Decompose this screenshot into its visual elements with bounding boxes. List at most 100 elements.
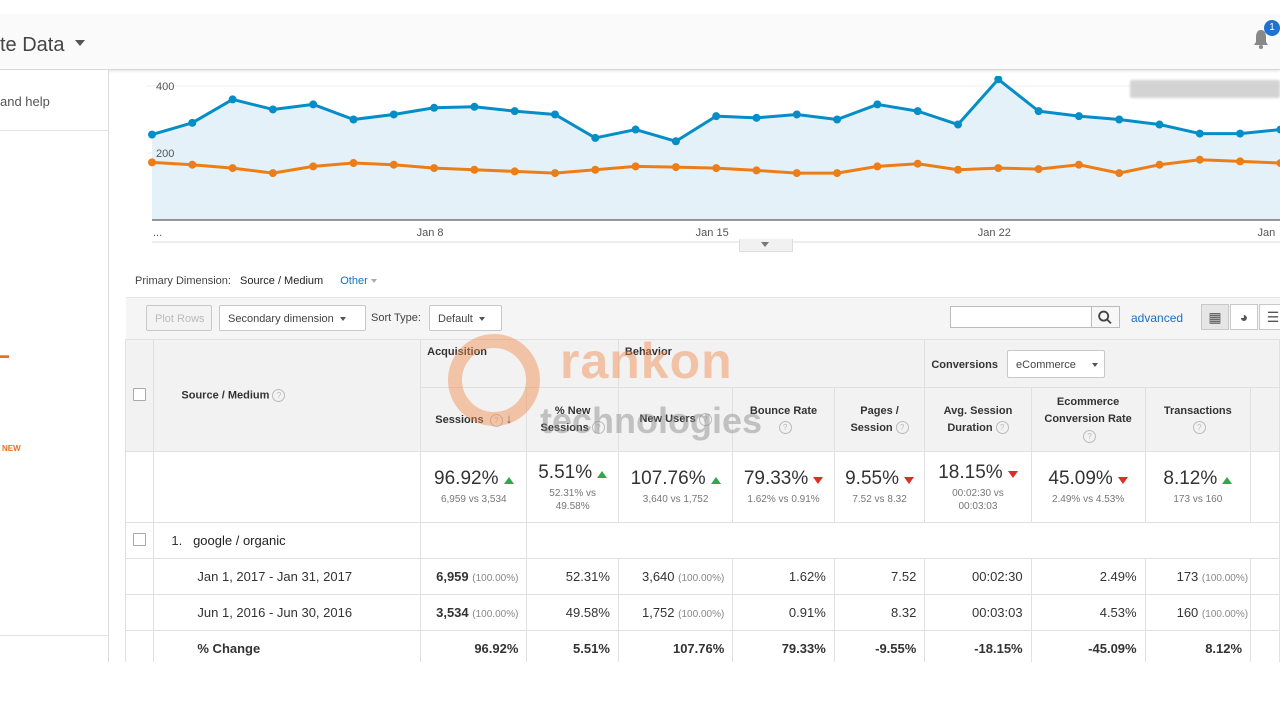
data-point <box>913 159 922 168</box>
period-pages-per-session: 8.32 <box>833 594 926 631</box>
data-point <box>1115 169 1124 178</box>
source-medium-link[interactable]: google / organic <box>193 533 286 548</box>
new-badge: NEW <box>2 444 21 453</box>
help-icon[interactable]: ? <box>591 421 605 435</box>
advanced-filter-link[interactable]: advanced <box>1131 311 1184 325</box>
search-icon[interactable] <box>1092 306 1120 328</box>
chart-tooltip <box>1130 80 1280 98</box>
bounce-rate-header[interactable]: Bounce Rate? <box>732 387 835 452</box>
conversions-type-dropdown[interactable]: eCommerce <box>1007 349 1106 378</box>
caret-down-icon[interactable] <box>75 40 85 46</box>
pie-view-icon[interactable]: ◕ <box>1230 304 1258 330</box>
cell-value: 173 <box>1176 569 1199 584</box>
table-view-icon[interactable]: ▦ <box>1201 304 1229 330</box>
secondary-dimension-label: Secondary dimension <box>228 313 334 325</box>
ecommerce-conversion-rate-header[interactable]: Ecommerce Conversion Rate? <box>1030 387 1146 452</box>
table-row[interactable]: 1. google / organic <box>124 522 1280 559</box>
other-dimension-link[interactable]: Other <box>340 275 368 287</box>
primary-dimension-current: Source / Medium <box>240 275 324 287</box>
summary-pct-new-sessions: 5.51% 52.31% vs 49.58% <box>526 451 619 523</box>
conversions-group-label: Conversions <box>931 358 998 371</box>
data-point <box>994 76 1003 84</box>
help-icon[interactable]: ? <box>272 389 286 402</box>
secondary-dimension-dropdown[interactable]: Secondary dimension <box>219 305 366 331</box>
help-icon[interactable]: ? <box>995 421 1009 435</box>
data-point <box>389 110 398 119</box>
summary-row: 96.92% 6,959 vs 3,534 5.51% 52.31% vs 49.58… <box>124 451 1280 523</box>
trend-up-icon <box>1222 477 1233 485</box>
summary-value: 9.55% <box>845 468 899 489</box>
period-bounce-rate: 1.62% <box>732 558 835 595</box>
summary-empty-cell <box>124 451 155 523</box>
cell-percent: (100.00%) <box>472 573 519 584</box>
data-point <box>268 105 277 114</box>
row-blank-cell <box>124 630 155 662</box>
period-label: Jun 1, 2016 - Jun 30, 2016 <box>153 594 422 631</box>
data-point <box>430 103 439 112</box>
conversions-type-value: eCommerce <box>1016 358 1076 371</box>
row-empty-cell <box>420 522 528 559</box>
sessions-header[interactable]: Sessions ? ↓ <box>420 387 528 452</box>
summary-compare: 00:02:30 vs <box>952 487 1004 499</box>
data-point <box>792 110 801 119</box>
summary-value: 45.09% <box>1048 468 1113 489</box>
metric-header-line1: Sessions <box>435 414 484 426</box>
cell-value: 3,640 <box>641 569 675 584</box>
summary-compare: 7.52 vs 8.32 <box>852 494 907 505</box>
plot-rows-button[interactable]: Plot Rows <box>146 305 212 331</box>
row-checkbox[interactable] <box>133 532 147 546</box>
data-point <box>1195 155 1204 164</box>
pct-new-sessions-header[interactable]: % New Sessions? <box>526 387 619 452</box>
help-icon[interactable]: ? <box>698 412 712 426</box>
data-point <box>873 100 882 109</box>
help-icon[interactable]: ? <box>778 421 792 435</box>
help-icon[interactable]: ? <box>1083 429 1097 443</box>
data-point <box>671 137 680 146</box>
summary-label-cell <box>153 451 422 523</box>
summary-compare: 6,959 vs 3,534 <box>440 494 507 505</box>
cell-value: 160 <box>1176 605 1199 620</box>
summary-value: 8.12% <box>1163 468 1218 489</box>
data-point <box>510 107 519 116</box>
help-icon[interactable]: ? <box>895 421 909 435</box>
change-pages-per-session: -9.55% <box>833 630 926 662</box>
metric-header-line1: Pages / <box>860 404 899 417</box>
metric-header-line1: Transactions <box>1163 404 1232 417</box>
summary-transactions: 8.12% 173 vs 160 <box>1144 451 1252 523</box>
acquisition-group-header: Acquisition <box>420 339 619 388</box>
y-tick-label: 400 <box>156 81 174 93</box>
data-point <box>712 164 721 173</box>
collapse-chart-toggle[interactable] <box>739 239 793 252</box>
transactions-header[interactable]: Transactions? <box>1144 387 1252 452</box>
caret-down-icon[interactable] <box>370 279 377 284</box>
data-point <box>470 165 479 174</box>
bell-icon[interactable] <box>1252 28 1270 50</box>
data-point <box>1276 125 1280 134</box>
sort-type-dropdown[interactable]: Default <box>429 305 502 331</box>
view-selector-title[interactable]: te Data <box>0 34 65 56</box>
avg-session-duration-header[interactable]: Avg. Session Duration? <box>924 387 1032 452</box>
metric-header-line1: % New <box>554 404 591 417</box>
summary-sessions: 96.92% 6,959 vs 3,534 <box>420 451 528 523</box>
table-search-input[interactable] <box>950 306 1092 328</box>
summary-pages-per-session: 9.55% 7.52 vs 8.32 <box>833 451 926 523</box>
change-pct-new-sessions: 5.51% <box>526 630 619 662</box>
summary-compare: 52.31% vs <box>549 487 596 499</box>
help-icon[interactable]: ? <box>489 413 503 427</box>
data-point <box>228 95 237 104</box>
data-point <box>551 169 559 178</box>
series-area <box>152 79 1280 220</box>
sidebar-item-help[interactable]: and help <box>0 94 50 109</box>
source-medium-header[interactable]: Source / Medium? <box>153 339 422 452</box>
summary-compare: 2.49% vs 4.53% <box>1051 494 1125 505</box>
change-new-users: 107.76% <box>617 630 734 662</box>
performance-view-icon[interactable]: ☰ <box>1259 304 1280 330</box>
help-icon[interactable]: ? <box>1192 421 1206 435</box>
data-point <box>1195 129 1204 138</box>
new-users-header[interactable]: New Users? <box>617 387 734 452</box>
sessions-line-chart[interactable]: 400 200... Jan 8 Jan 15 Jan 22 Jan <box>146 76 1280 256</box>
pages-per-session-header[interactable]: Pages / Session? <box>833 387 926 452</box>
cell-percent: (100.00%) <box>678 573 725 584</box>
select-all-checkbox[interactable] <box>133 387 147 401</box>
row-overflow-cell <box>1250 630 1280 662</box>
